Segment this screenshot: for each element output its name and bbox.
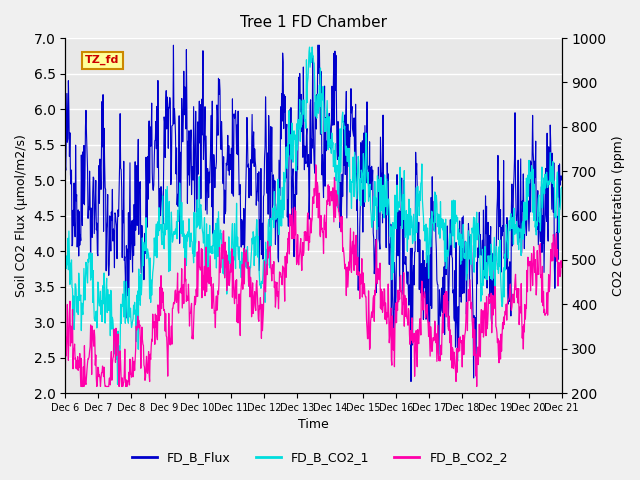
Legend: FD_B_Flux, FD_B_CO2_1, FD_B_CO2_2: FD_B_Flux, FD_B_CO2_1, FD_B_CO2_2 (127, 446, 513, 469)
Y-axis label: Soil CO2 Flux (μmol/m2/s): Soil CO2 Flux (μmol/m2/s) (15, 134, 28, 297)
Text: TZ_fd: TZ_fd (85, 55, 120, 65)
Y-axis label: CO2 Concentration (ppm): CO2 Concentration (ppm) (612, 135, 625, 296)
X-axis label: Time: Time (298, 419, 329, 432)
Title: Tree 1 FD Chamber: Tree 1 FD Chamber (240, 15, 387, 30)
